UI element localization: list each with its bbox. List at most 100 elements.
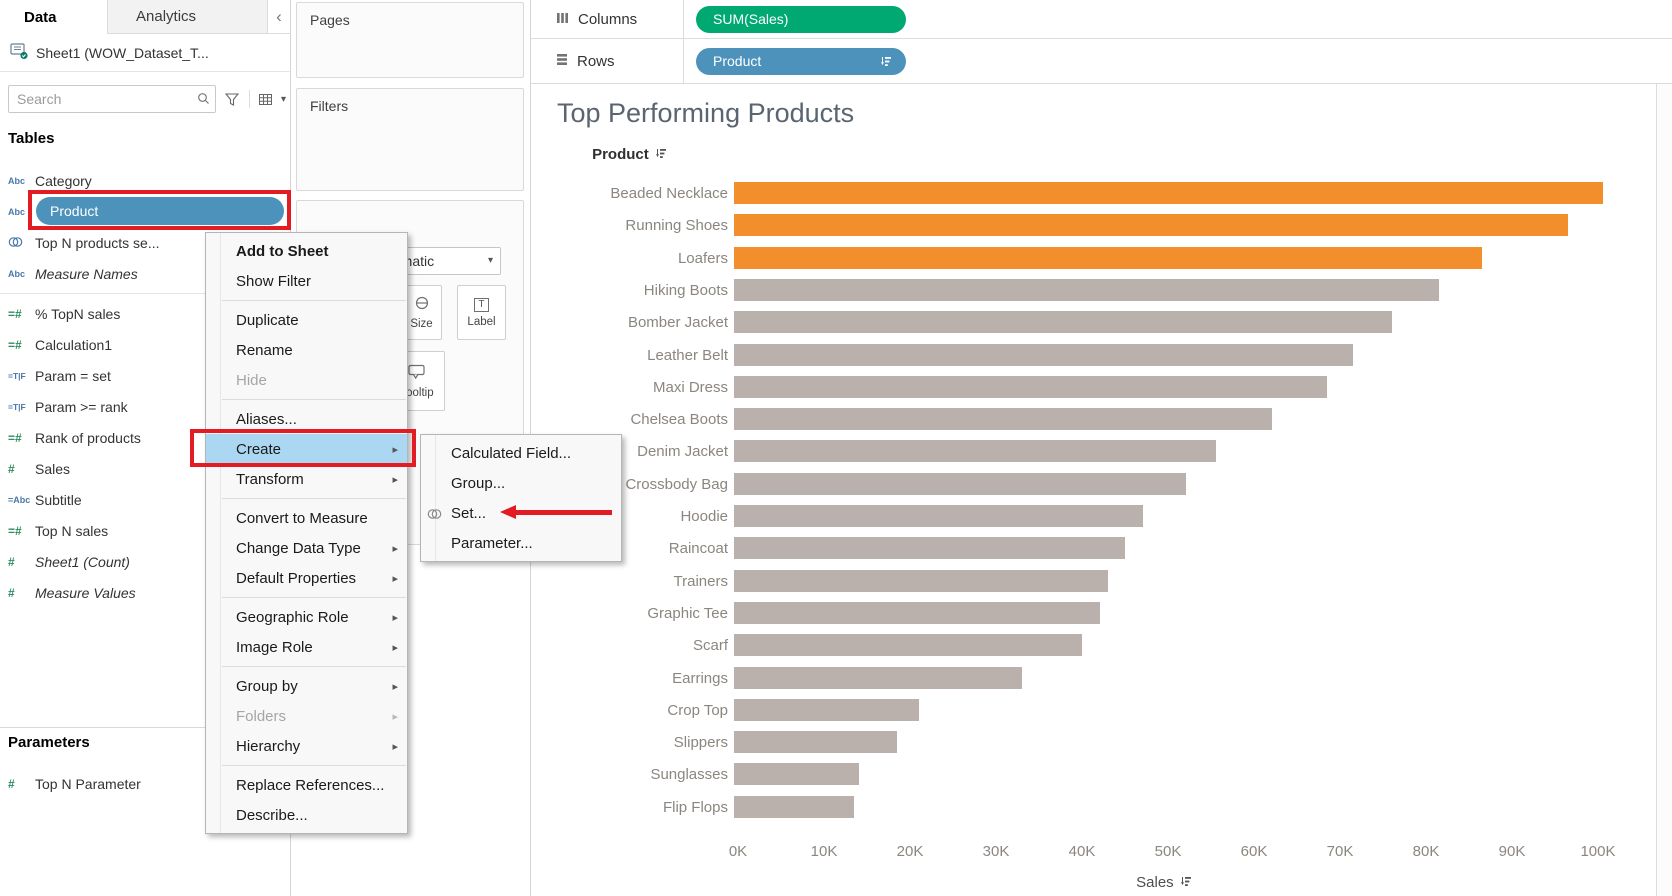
menu-item[interactable]: Geographic Role ▸ [206, 602, 407, 632]
bar[interactable] [734, 311, 1392, 334]
field-item[interactable]: Abc Measure Names [0, 258, 290, 289]
pill-sum-sales[interactable]: SUM(Sales) [696, 5, 906, 33]
menu-item[interactable]: Transform ▸ [206, 464, 407, 494]
menu-item[interactable]: Default Properties ▸ [206, 563, 407, 593]
bar[interactable] [734, 408, 1272, 431]
chart-row[interactable]: Denim Jacket [531, 440, 1656, 463]
menu-item[interactable]: Create ▸ [206, 434, 407, 464]
field-item[interactable]: =# Top N sales [0, 515, 290, 546]
bar[interactable] [734, 731, 898, 754]
bar[interactable] [734, 375, 1328, 398]
menu-item[interactable]: Group by ▸ [206, 671, 407, 701]
filter-funnel-icon[interactable] [224, 92, 239, 106]
label-button[interactable]: T Label [457, 285, 506, 340]
bar[interactable] [734, 666, 1023, 689]
chart-row[interactable]: Sunglasses [531, 763, 1656, 786]
field-label: Param >= rank [35, 398, 128, 415]
menu-item[interactable]: Parameter... [421, 528, 621, 558]
field-item[interactable]: =# Rank of products [0, 422, 290, 453]
field-item[interactable]: =Abc Subtitle [0, 484, 290, 515]
selected-field-pill[interactable]: Product [36, 197, 284, 225]
tab-data[interactable]: Data [0, 0, 107, 34]
field-item[interactable]: # Measure Values [0, 577, 290, 608]
chart-row[interactable]: Beaded Necklace [531, 182, 1656, 205]
field-item[interactable]: # Top N Parameter [0, 768, 290, 799]
sort-icon[interactable] [652, 146, 667, 163]
chart-row[interactable]: Crop Top [531, 698, 1656, 722]
annotation-box-create [190, 429, 416, 467]
datasource-item[interactable]: Sheet1 (WOW_Dataset_T... [0, 34, 290, 72]
vertical-scrollbar[interactable] [1656, 84, 1672, 896]
rows-shelf[interactable]: Rows Product [531, 39, 1672, 84]
bar[interactable] [734, 795, 855, 818]
columns-shelf[interactable]: Columns SUM(Sales) [531, 0, 1672, 39]
chart-row[interactable]: Hiking Boots [531, 278, 1656, 302]
chart-row[interactable]: Crossbody Bag [531, 472, 1656, 496]
menu-item[interactable]: Image Role ▸ [206, 632, 407, 662]
chart-row[interactable]: Flip Flops [531, 795, 1656, 819]
chart-row[interactable]: Leather Belt [531, 343, 1656, 367]
chart-row[interactable]: Trainers [531, 569, 1656, 593]
menu-item[interactable]: Convert to Measure [206, 503, 407, 533]
field-item[interactable]: =# Calculation1 [0, 329, 290, 360]
field-item[interactable]: =# % TopN sales [0, 298, 290, 329]
chart-row[interactable]: Graphic Tee [531, 601, 1656, 625]
bar[interactable] [734, 537, 1126, 560]
chart-row[interactable]: Slippers [531, 731, 1656, 754]
search-input[interactable] [8, 85, 216, 113]
bar[interactable] [734, 182, 1603, 204]
field-item[interactable]: Abc Product [0, 196, 290, 227]
bar[interactable] [734, 505, 1143, 527]
tab-analytics[interactable]: Analytics [107, 0, 268, 34]
chart-row[interactable]: Running Shoes [531, 214, 1656, 237]
menu-item[interactable]: Aliases... [206, 404, 407, 434]
menu-item[interactable]: Duplicate [206, 305, 407, 335]
chart-row[interactable]: Bomber Jacket [531, 311, 1656, 334]
view-grid-icon[interactable] [258, 93, 272, 105]
menu-item[interactable]: Show Filter [206, 266, 407, 296]
bar[interactable] [734, 440, 1216, 463]
chart-row[interactable]: Chelsea Boots [531, 408, 1656, 431]
chevron-down-icon[interactable]: ▾ [280, 93, 286, 105]
bar[interactable] [734, 601, 1100, 624]
menu-item[interactable]: Set... [421, 498, 621, 528]
label-button-label: Label [467, 315, 496, 328]
pages-shelf[interactable]: Pages [296, 2, 524, 78]
chart-row[interactable]: Earrings [531, 666, 1656, 690]
bar[interactable] [734, 698, 919, 721]
x-axis-title[interactable]: Sales [734, 874, 1594, 891]
columns-shelf-label: Columns [531, 0, 684, 38]
sort-icon[interactable] [1177, 874, 1192, 891]
field-item[interactable]: =T|F Param >= rank [0, 391, 290, 422]
menu-item[interactable]: Calculated Field... [421, 438, 621, 468]
menu-item[interactable]: Rename [206, 335, 407, 365]
field-item[interactable]: Abc Category [0, 165, 290, 196]
field-item[interactable]: # Sheet1 (Count) [0, 546, 290, 577]
field-item[interactable]: =T|F Param = set [0, 360, 290, 391]
menu-item[interactable]: Change Data Type ▸ [206, 533, 407, 563]
chart-row[interactable]: Maxi Dress [531, 375, 1656, 399]
chart-row[interactable]: Loafers [531, 246, 1656, 270]
chart-row[interactable]: Hoodie [531, 505, 1656, 528]
bar[interactable] [734, 634, 1083, 657]
bar[interactable] [734, 472, 1186, 495]
chart-row[interactable]: Scarf [531, 634, 1656, 657]
bar[interactable] [734, 214, 1569, 237]
bar[interactable] [734, 763, 859, 786]
menu-item[interactable]: Group... [421, 468, 621, 498]
pill-product[interactable]: Product [696, 47, 906, 75]
row-field-header[interactable]: Product [531, 146, 728, 163]
field-item[interactable]: Top N products se... [0, 227, 290, 258]
menu-item[interactable]: Describe... [206, 800, 407, 830]
filters-shelf[interactable]: Filters [296, 88, 524, 191]
field-item[interactable]: # Sales [0, 453, 290, 484]
menu-item[interactable]: Add to Sheet [206, 236, 407, 266]
bar[interactable] [734, 569, 1109, 592]
chart-row[interactable]: Raincoat [531, 537, 1656, 560]
collapse-pane-icon[interactable]: ‹ [268, 0, 290, 34]
menu-item[interactable]: Replace References... [206, 770, 407, 800]
bar[interactable] [734, 246, 1483, 269]
menu-item[interactable]: Hierarchy ▸ [206, 731, 407, 761]
bar[interactable] [734, 343, 1354, 366]
bar[interactable] [734, 278, 1440, 301]
